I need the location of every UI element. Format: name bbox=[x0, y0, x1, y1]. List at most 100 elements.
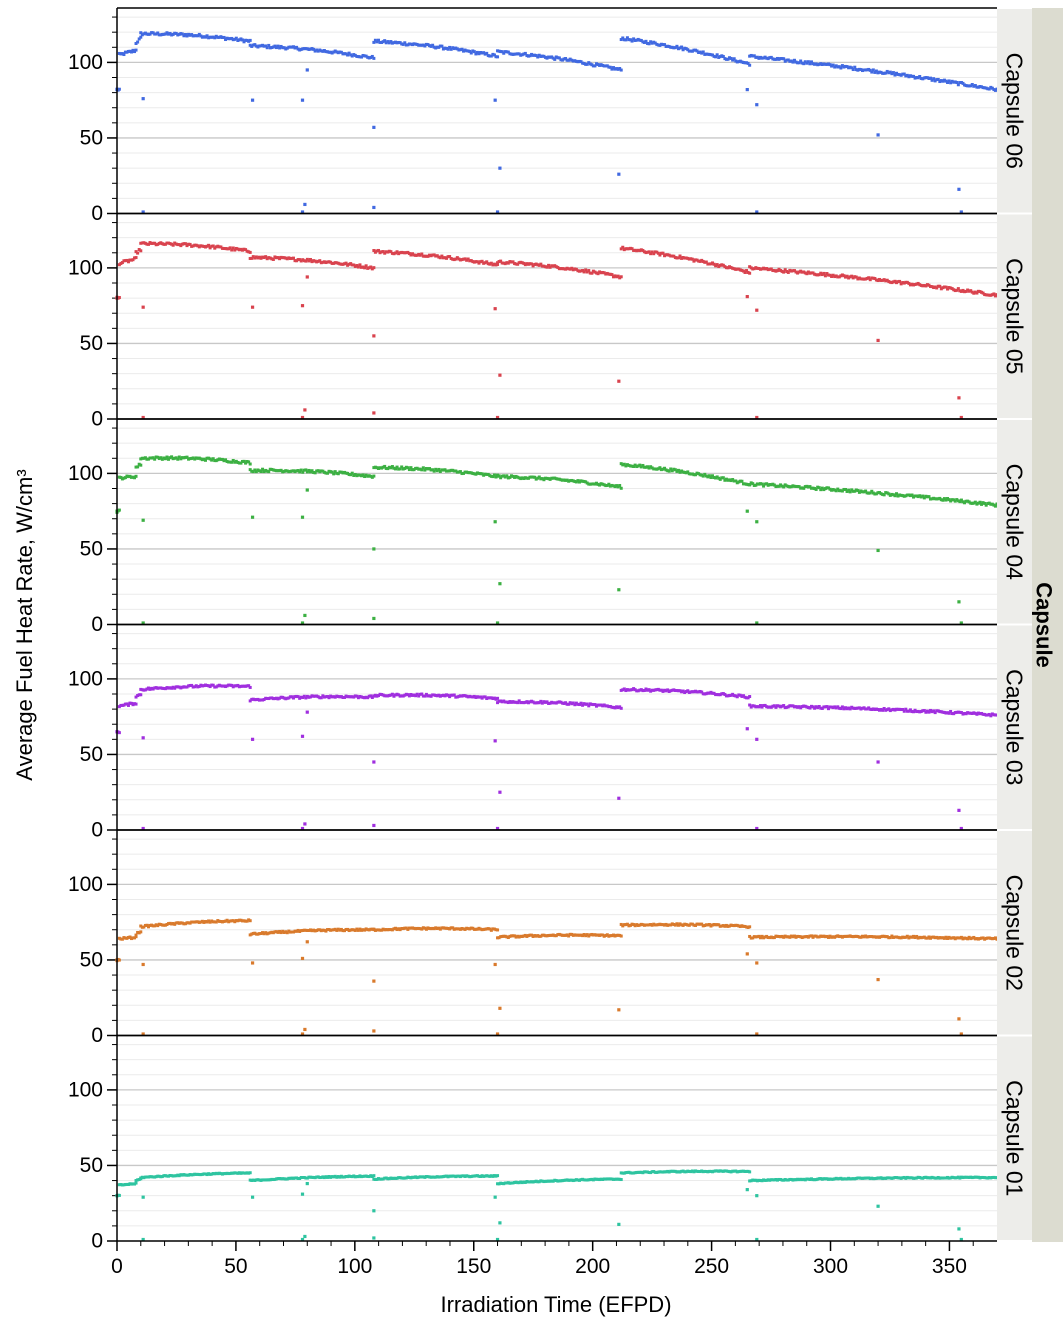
data-point bbox=[782, 270, 786, 274]
data-point bbox=[672, 467, 676, 471]
data-point bbox=[749, 481, 753, 485]
data-point bbox=[802, 1177, 806, 1181]
data-point bbox=[610, 934, 614, 938]
data-point bbox=[231, 919, 235, 923]
data-point bbox=[955, 80, 959, 84]
data-point bbox=[924, 284, 928, 288]
data-point bbox=[581, 703, 585, 707]
data-point bbox=[254, 44, 258, 48]
data-point bbox=[406, 466, 410, 470]
data-point bbox=[457, 470, 461, 474]
data-point bbox=[822, 934, 826, 938]
data-point bbox=[724, 477, 728, 481]
data-point bbox=[669, 45, 673, 49]
data-point bbox=[701, 924, 705, 928]
data-point bbox=[760, 482, 764, 486]
data-point bbox=[693, 48, 697, 52]
data-point bbox=[792, 705, 796, 709]
data-point bbox=[964, 936, 968, 940]
data-point bbox=[322, 470, 326, 474]
x-axis: 0 50 100 150 200 250 300 350 bbox=[111, 1241, 974, 1278]
data-point bbox=[737, 1170, 741, 1174]
data-point bbox=[641, 689, 645, 693]
data-point bbox=[740, 479, 744, 483]
data-point bbox=[180, 242, 184, 246]
outlier-point bbox=[876, 1204, 880, 1208]
data-point bbox=[562, 701, 566, 705]
outlier-point bbox=[745, 1188, 749, 1192]
data-point bbox=[752, 704, 756, 708]
data-point bbox=[358, 263, 362, 267]
data-point bbox=[134, 256, 138, 260]
data-point bbox=[143, 456, 147, 460]
data-point bbox=[429, 694, 433, 698]
data-point bbox=[870, 935, 874, 939]
data-point bbox=[284, 469, 288, 473]
data-point bbox=[165, 686, 169, 690]
data-point bbox=[497, 936, 501, 940]
data-point bbox=[364, 927, 368, 931]
data-point bbox=[879, 492, 883, 496]
data-point bbox=[262, 44, 266, 48]
data-point bbox=[378, 466, 382, 470]
data-point bbox=[653, 923, 657, 927]
data-point bbox=[850, 488, 854, 492]
data-point bbox=[449, 468, 453, 472]
data-point bbox=[496, 261, 500, 265]
data-point bbox=[153, 457, 157, 461]
data-point bbox=[893, 279, 897, 283]
data-point bbox=[380, 1177, 384, 1181]
data-point bbox=[859, 68, 863, 72]
data-point bbox=[813, 1178, 817, 1182]
data-point bbox=[564, 267, 568, 271]
data-point bbox=[596, 1177, 600, 1181]
data-point bbox=[531, 53, 535, 57]
outlier-point bbox=[372, 1029, 376, 1033]
data-point bbox=[693, 258, 697, 262]
data-point bbox=[412, 42, 416, 46]
data-point bbox=[265, 696, 269, 700]
data-point bbox=[848, 934, 852, 938]
data-point bbox=[585, 62, 589, 66]
data-point bbox=[845, 65, 849, 69]
data-point bbox=[712, 54, 716, 58]
data-point bbox=[684, 471, 688, 475]
data-point bbox=[709, 690, 713, 694]
data-point bbox=[605, 1177, 609, 1181]
data-point bbox=[868, 935, 872, 939]
data-point bbox=[167, 457, 171, 461]
data-point bbox=[204, 458, 208, 462]
data-point bbox=[593, 270, 597, 274]
data-point bbox=[213, 685, 217, 689]
data-point bbox=[335, 928, 339, 932]
data-point bbox=[401, 1176, 405, 1180]
data-point bbox=[462, 471, 466, 475]
data-point bbox=[190, 1173, 194, 1177]
data-point bbox=[119, 703, 123, 707]
data-point bbox=[384, 41, 388, 45]
data-point bbox=[938, 80, 942, 84]
data-point bbox=[291, 469, 295, 473]
data-point bbox=[777, 704, 781, 708]
data-point bbox=[177, 455, 181, 459]
data-point bbox=[831, 706, 835, 710]
data-point bbox=[796, 485, 800, 489]
data-point bbox=[891, 71, 895, 75]
data-point bbox=[146, 242, 150, 246]
data-point bbox=[871, 68, 875, 72]
data-point bbox=[915, 934, 919, 938]
data-point bbox=[655, 250, 659, 254]
data-point bbox=[301, 47, 305, 51]
outlier-point bbox=[305, 488, 309, 492]
data-point bbox=[830, 1177, 834, 1181]
data-point bbox=[528, 1180, 532, 1184]
data-point bbox=[273, 255, 277, 259]
data-point bbox=[404, 926, 408, 930]
data-point bbox=[899, 708, 903, 712]
data-point bbox=[525, 262, 529, 266]
data-point bbox=[639, 688, 643, 692]
data-point bbox=[814, 487, 818, 491]
data-point bbox=[981, 86, 985, 90]
data-point bbox=[933, 1176, 937, 1180]
data-point bbox=[726, 266, 730, 270]
